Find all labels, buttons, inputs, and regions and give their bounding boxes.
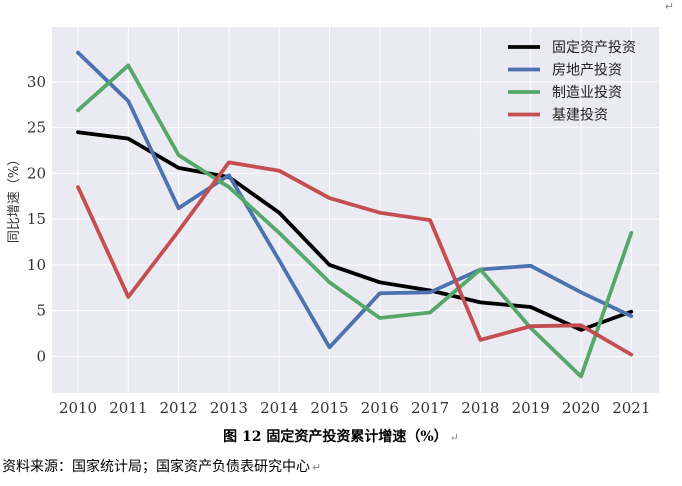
x-tick-label: 2020 (562, 399, 600, 417)
y-axis-label: 同比增速（%） (7, 153, 22, 243)
paragraph-mark-icon: ↵ (449, 431, 459, 444)
x-tick-label: 2015 (310, 399, 348, 417)
plot-area (52, 27, 659, 393)
x-tick-label: 2019 (512, 399, 550, 417)
x-tick-label: 2010 (59, 399, 97, 417)
legend-label: 房地产投资 (552, 63, 622, 79)
x-tick-label: 2014 (260, 399, 298, 417)
y-tick-label: 20 (27, 164, 46, 182)
y-tick-label: 25 (27, 119, 46, 137)
x-tick-label: 2013 (210, 399, 248, 417)
y-tick-label: 5 (36, 302, 46, 320)
y-tick-label: 15 (27, 210, 46, 228)
series-line-基建投资 (76, 160, 634, 357)
legend-label: 基建投资 (552, 107, 608, 124)
legend-label: 制造业投资 (552, 85, 622, 101)
paragraph-mark-icon: ↵ (312, 461, 322, 474)
legend-label: 固定资产投资 (552, 40, 636, 56)
series-lines (76, 50, 634, 379)
x-tick-label: 2017 (411, 399, 449, 417)
source-note: 资料来源：国家统计局；国家资产负债表研究中心 ↵ (2, 456, 321, 476)
series-line-制造业投资 (76, 63, 634, 379)
x-tick-label: 2021 (612, 399, 650, 417)
x-tick-label: 2012 (160, 399, 198, 417)
figure-caption-text: 图 12 固定资产投资累计增速（%） (223, 429, 448, 445)
x-axis-ticks: 2010 2011 2012 2013 2014 2015 2016 2017 2018 2019… (59, 399, 650, 417)
x-tick-label: 2016 (361, 399, 399, 417)
series-line-固定资产投资 (76, 130, 634, 332)
y-tick-label: 0 (36, 347, 46, 365)
y-axis-ticks: 0 5 10 15 20 25 30 (27, 73, 46, 365)
paragraph-mark-icon: ↵ (664, 0, 674, 13)
x-tick-label: 2011 (109, 399, 147, 417)
x-tick-label: 2018 (461, 399, 499, 417)
source-note-text: 资料来源：国家统计局；国家资产负债表研究中心 (2, 459, 310, 475)
y-tick-label: 30 (27, 73, 46, 91)
y-tick-label: 10 (27, 256, 46, 274)
figure-caption: 图 12 固定资产投资累计增速（%） ↵ (0, 426, 682, 446)
series-line-房地产投资 (76, 50, 634, 350)
